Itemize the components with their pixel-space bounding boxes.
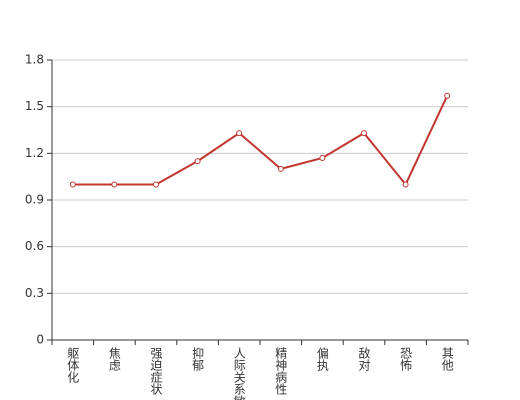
point — [153, 181, 159, 188]
point — [319, 155, 326, 161]
x-tick-label: 强迫症状 — [149, 347, 163, 395]
x-tick-label: 敌对 — [357, 346, 371, 371]
point — [194, 158, 201, 165]
y-tick-label: 0.9 — [25, 193, 44, 207]
y-tick-label: 1.5 — [25, 99, 44, 113]
y-tick-label: 1.2 — [25, 146, 44, 160]
point — [277, 165, 284, 172]
x-tick-label: 人际关系敏感 — [232, 347, 246, 400]
x-tick-label: 恐怖 — [399, 347, 413, 371]
x-tick-label: 抑郁 — [191, 346, 205, 372]
x-tick-label: 偏执 — [315, 346, 329, 372]
point — [361, 130, 367, 137]
point — [111, 181, 118, 188]
point — [69, 181, 76, 188]
y-tick-label: 0.3 — [25, 286, 44, 300]
x-tick-label: 精神病性 — [274, 347, 288, 396]
x-tick-label: 躯体化 — [66, 346, 80, 384]
point — [236, 130, 243, 137]
point — [444, 92, 451, 99]
y-tick-label: 0.6 — [25, 239, 44, 253]
x-tick-label: 焦虑 — [107, 347, 121, 371]
y-tick-label: 1.8 — [25, 53, 44, 67]
x-tick-label: 其他 — [440, 347, 454, 371]
line — [72, 95, 449, 187]
y-tick-label: 0 — [36, 333, 44, 347]
point — [402, 181, 409, 188]
